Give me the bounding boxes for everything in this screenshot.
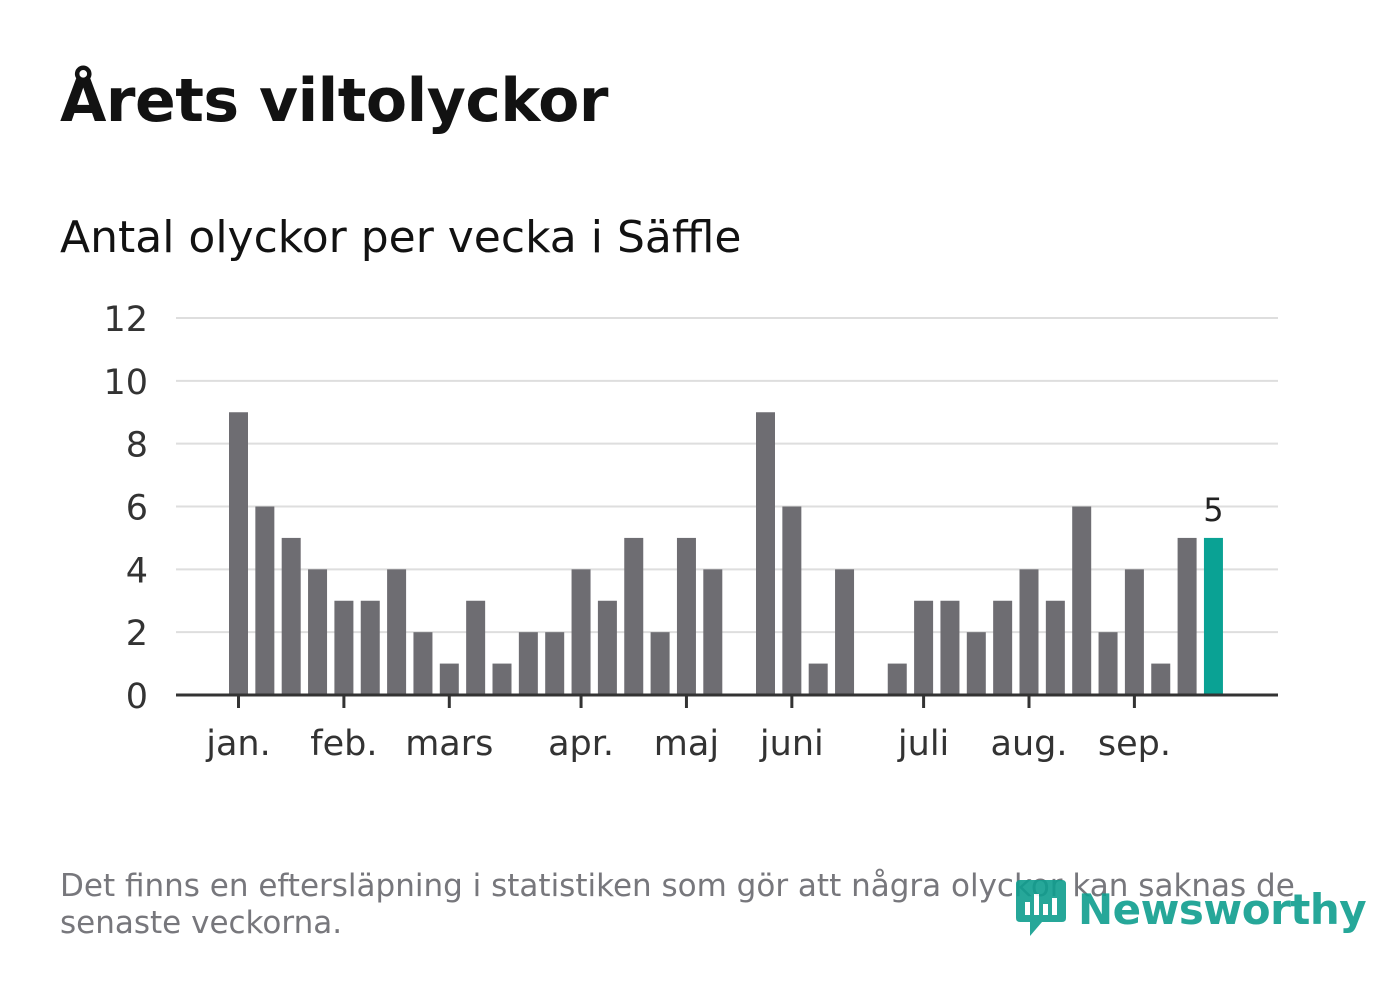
bar [439, 663, 459, 695]
labels: 0 2 4 6 8 10 12 5 jan. feb. mars apr. maj juni juli aug… [103, 300, 1223, 764]
bar [1019, 569, 1039, 695]
logo-text: Newsworthy [1078, 884, 1367, 934]
bar-chart: 0 2 4 6 8 10 12 5 jan. feb. mars apr. maj juni juli aug… [103, 300, 1278, 764]
bar [835, 569, 855, 695]
bar [1177, 537, 1197, 695]
bar [940, 600, 960, 695]
y-tick-label: 6 [126, 489, 148, 529]
bar [703, 569, 723, 695]
bar [466, 600, 486, 695]
bar [1098, 632, 1118, 695]
x-tick-label: mars [405, 724, 493, 764]
x-tick-label: jan. [205, 724, 270, 764]
page-title: Årets viltolyckor [60, 66, 609, 136]
chart-bubble-icon [1016, 880, 1066, 936]
bar [676, 537, 696, 695]
bar [571, 569, 591, 695]
bar [993, 600, 1013, 695]
y-tick-label: 4 [126, 551, 148, 591]
footnote: Det finns en eftersläpning i statistiken… [60, 868, 1295, 941]
x-tick-label: sep. [1098, 724, 1171, 764]
bar [492, 663, 512, 695]
bar-highlight [1203, 537, 1223, 695]
bar [387, 569, 407, 695]
bar [650, 632, 670, 695]
bar [413, 632, 433, 695]
y-tick-label: 10 [103, 363, 148, 403]
x-tick-label: aug. [991, 724, 1068, 764]
bar [887, 663, 907, 695]
x-tick-label: maj [654, 724, 719, 764]
bar [1072, 506, 1092, 695]
x-tick-label: feb. [310, 724, 377, 764]
bar [334, 600, 354, 695]
bar [281, 537, 301, 695]
bar [518, 632, 538, 695]
x-tick-label: apr. [548, 724, 614, 764]
gridlines [176, 317, 1278, 634]
x-tick-label: juni [759, 724, 824, 764]
chart-subtitle: Antal olyckor per vecka i Säffle [60, 212, 742, 263]
bar [229, 412, 248, 695]
newsworthy-logo: Newsworthy [1012, 878, 1367, 940]
x-axis [176, 693, 1278, 708]
bar [782, 506, 802, 695]
bar [597, 600, 617, 695]
bar [255, 506, 275, 695]
bar [545, 632, 565, 695]
bar [756, 412, 775, 695]
y-tick-label: 2 [126, 614, 148, 654]
highlight-value-label: 5 [1203, 491, 1223, 529]
bar [914, 600, 934, 695]
bar [808, 663, 828, 695]
bar [1151, 663, 1171, 695]
bar [360, 600, 380, 695]
bar [624, 537, 644, 695]
y-tick-label: 8 [126, 426, 148, 466]
x-tick-label: juli [897, 724, 949, 764]
bar [308, 569, 328, 695]
bars [229, 412, 1223, 695]
bar [1124, 569, 1144, 695]
y-tick-label: 12 [103, 300, 148, 340]
y-tick-label: 0 [126, 677, 148, 717]
bar [966, 632, 986, 695]
bar [1045, 600, 1065, 695]
